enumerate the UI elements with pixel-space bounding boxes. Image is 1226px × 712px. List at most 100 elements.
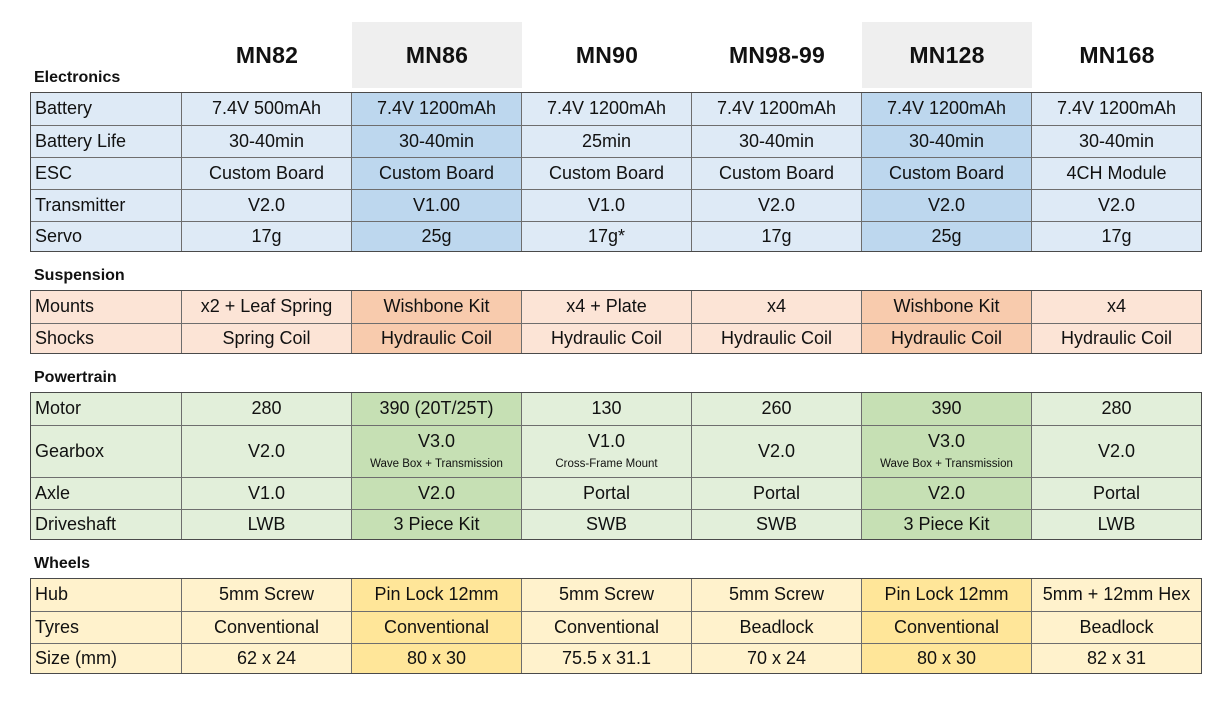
table-cell: Pin Lock 12mm [861, 579, 1031, 611]
table-cell: Beadlock [691, 612, 861, 643]
table-cell: x4 [691, 291, 861, 323]
section-title-electronics: Electronics [34, 69, 121, 86]
row-label: Size (mm) [31, 644, 181, 673]
table-cell: V2.0 [1031, 426, 1201, 477]
table-row: Battery 7.4V 500mAh 7.4V 1200mAh 7.4V 12… [31, 93, 1201, 125]
row-label: Shocks [31, 324, 181, 353]
table-cell: V1.0 [521, 190, 691, 221]
table-cell: Portal [691, 478, 861, 509]
table-cell: Hydraulic Coil [691, 324, 861, 353]
table-row: Axle V1.0 V2.0 Portal Portal V2.0 Portal [31, 477, 1201, 509]
table-cell: Conventional [521, 612, 691, 643]
row-label: Tyres [31, 612, 181, 643]
suspension-table: Mounts x2 + Leaf Spring Wishbone Kit x4 … [30, 290, 1202, 354]
table-row: Gearbox V2.0 V3.0 Wave Box + Transmission… [31, 425, 1201, 477]
table-cell: V1.0 Cross-Frame Mount [521, 426, 691, 477]
table-cell: 25g [861, 222, 1031, 251]
table-cell: 4CH Module [1031, 158, 1201, 189]
table-cell: 30-40min [1031, 126, 1201, 157]
table-cell: SWB [691, 510, 861, 539]
table-cell: V3.0 Wave Box + Transmission [351, 426, 521, 477]
table-row: Battery Life 30-40min 30-40min 25min 30-… [31, 125, 1201, 157]
table-cell: V2.0 [1031, 190, 1201, 221]
cell-main: V3.0 [927, 431, 966, 452]
table-cell: 7.4V 500mAh [181, 93, 351, 125]
table-cell: 7.4V 1200mAh [691, 93, 861, 125]
table-cell: LWB [181, 510, 351, 539]
table-cell: 25min [521, 126, 691, 157]
table-row: ESC Custom Board Custom Board Custom Boa… [31, 157, 1201, 189]
table-cell: 5mm Screw [691, 579, 861, 611]
table-cell: 62 x 24 [181, 644, 351, 673]
table-cell: Pin Lock 12mm [351, 579, 521, 611]
table-cell: x2 + Leaf Spring [181, 291, 351, 323]
electronics-table: Battery 7.4V 500mAh 7.4V 1200mAh 7.4V 12… [30, 92, 1202, 252]
table-cell: Wishbone Kit [861, 291, 1031, 323]
table-cell: 80 x 30 [351, 644, 521, 673]
row-label: Motor [31, 393, 181, 425]
table-row: Hub 5mm Screw Pin Lock 12mm 5mm Screw 5m… [31, 579, 1201, 611]
table-cell: 17g* [521, 222, 691, 251]
table-cell: 30-40min [691, 126, 861, 157]
table-cell: 82 x 31 [1031, 644, 1201, 673]
table-cell: Conventional [181, 612, 351, 643]
table-cell: 5mm Screw [521, 579, 691, 611]
cell-main: V3.0 [417, 431, 456, 452]
table-cell: 5mm Screw [181, 579, 351, 611]
table-cell: 260 [691, 393, 861, 425]
table-cell: 17g [691, 222, 861, 251]
table-cell: 7.4V 1200mAh [351, 93, 521, 125]
model-header-mn82: MN82 [235, 41, 299, 68]
row-label: Servo [31, 222, 181, 251]
row-label: Transmitter [31, 190, 181, 221]
row-label: Hub [31, 579, 181, 611]
table-cell: V2.0 [181, 190, 351, 221]
table-cell: Hydraulic Coil [1031, 324, 1201, 353]
table-cell: 7.4V 1200mAh [861, 93, 1031, 125]
table-cell: V2.0 [691, 190, 861, 221]
cell-subtext: Cross-Frame Mount [555, 458, 658, 471]
section-title-suspension: Suspension [34, 267, 125, 284]
model-header-mn168: MN168 [1079, 41, 1155, 68]
table-cell: 280 [181, 393, 351, 425]
table-cell: V2.0 [181, 426, 351, 477]
table-cell: SWB [521, 510, 691, 539]
table-cell: 30-40min [861, 126, 1031, 157]
table-cell: V2.0 [691, 426, 861, 477]
row-label: Battery [31, 93, 181, 125]
row-label: Axle [31, 478, 181, 509]
table-cell: 75.5 x 31.1 [521, 644, 691, 673]
row-label: Battery Life [31, 126, 181, 157]
table-cell: V3.0 Wave Box + Transmission [861, 426, 1031, 477]
table-cell: Hydraulic Coil [861, 324, 1031, 353]
table-cell: V1.0 [181, 478, 351, 509]
row-label: Mounts [31, 291, 181, 323]
row-label: Gearbox [31, 426, 181, 477]
cell-main: V1.0 [587, 431, 626, 452]
table-cell: Custom Board [351, 158, 521, 189]
table-cell: 390 (20T/25T) [351, 393, 521, 425]
table-cell: Wishbone Kit [351, 291, 521, 323]
table-cell: 80 x 30 [861, 644, 1031, 673]
model-header-mn86: MN86 [352, 22, 522, 88]
table-cell: Hydraulic Coil [521, 324, 691, 353]
table-cell: Spring Coil [181, 324, 351, 353]
table-cell: Conventional [351, 612, 521, 643]
table-cell: 25g [351, 222, 521, 251]
table-cell: Hydraulic Coil [351, 324, 521, 353]
section-title-powertrain: Powertrain [34, 369, 117, 386]
table-cell: Portal [521, 478, 691, 509]
powertrain-table: Motor 280 390 (20T/25T) 130 260 390 280 … [30, 392, 1202, 540]
table-row: Motor 280 390 (20T/25T) 130 260 390 280 [31, 393, 1201, 425]
table-cell: 280 [1031, 393, 1201, 425]
section-title-wheels: Wheels [34, 555, 91, 572]
table-cell: V2.0 [861, 190, 1031, 221]
table-cell: 17g [1031, 222, 1201, 251]
table-cell: 3 Piece Kit [351, 510, 521, 539]
table-cell: 130 [521, 393, 691, 425]
table-cell: 30-40min [351, 126, 521, 157]
wheels-table: Hub 5mm Screw Pin Lock 12mm 5mm Screw 5m… [30, 578, 1202, 674]
table-cell: 390 [861, 393, 1031, 425]
cell-subtext: Wave Box + Transmission [370, 458, 503, 471]
cell-subtext: Wave Box + Transmission [880, 458, 1013, 471]
